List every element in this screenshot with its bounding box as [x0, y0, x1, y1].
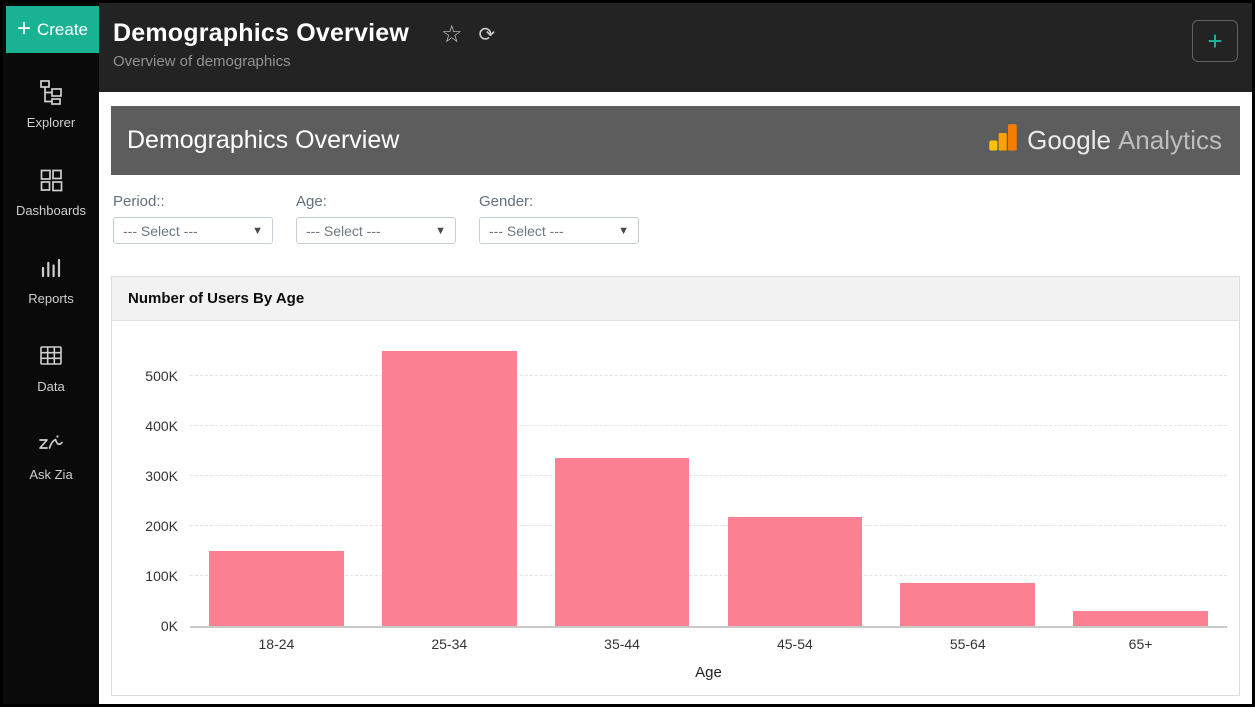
google-analytics-icon	[988, 123, 1018, 158]
chevron-down-icon: ▼	[618, 224, 629, 237]
top-header: Demographics Overview ☆ ⟳ Overview of de…	[99, 3, 1252, 92]
sidebar-item-label: Dashboards	[15, 203, 87, 218]
filters-row: Period:: --- Select --- ▼ Age: --- Selec…	[113, 193, 1240, 244]
reports-icon	[38, 255, 64, 284]
gridline	[190, 425, 1227, 426]
bar-slot	[708, 347, 881, 626]
page-title: Demographics Overview	[113, 19, 409, 47]
x-tick-label: 25-34	[431, 636, 468, 652]
y-tick-label: 200K	[145, 518, 178, 534]
chevron-down-icon: ▼	[435, 224, 446, 237]
plus-icon: +	[16, 14, 31, 42]
dashboard-banner: Demographics Overview Google Analytics	[111, 106, 1240, 175]
sidebar-item-label: Explorer	[26, 115, 76, 130]
create-button[interactable]: + Create	[6, 6, 99, 53]
filter-label: Age:	[296, 193, 327, 210]
filter-age: Age: --- Select --- ▼	[296, 193, 456, 244]
sidebar-item-data[interactable]: Data	[3, 343, 99, 394]
x-tick-label: 65+	[1128, 636, 1153, 652]
refresh-icon[interactable]: ⟳	[478, 21, 496, 46]
x-tick-label: 35-44	[604, 636, 640, 652]
gridline	[190, 525, 1227, 526]
sidebar-items: Explorer Dashboards	[3, 79, 99, 482]
sidebar: + Create Explorer	[3, 3, 99, 704]
gender-select[interactable]: --- Select --- ▼	[479, 217, 639, 244]
data-icon	[38, 343, 64, 372]
main-area: Demographics Overview ☆ ⟳ Overview of de…	[99, 3, 1252, 704]
x-tick-label: 55-64	[949, 636, 986, 652]
select-value: --- Select ---	[306, 222, 381, 239]
period-select[interactable]: --- Select --- ▼	[113, 217, 273, 244]
bar-35-44[interactable]	[554, 458, 690, 626]
chart-title: Number of Users By Age	[112, 277, 1239, 321]
filter-gender: Gender: --- Select --- ▼	[479, 193, 639, 244]
x-tick-label: 18-24	[258, 636, 295, 652]
dashboards-icon	[38, 167, 64, 196]
chart-plot: 0K 100K 200K 300K 400K 500K	[145, 347, 1227, 634]
bar-45-54[interactable]	[727, 517, 863, 626]
gridline	[190, 375, 1227, 376]
plus-icon: +	[1207, 26, 1223, 56]
sidebar-item-reports[interactable]: Reports	[3, 255, 99, 306]
ga-brand-google: Google	[1027, 125, 1111, 155]
x-axis-labels: 18-24 25-34 35-44 45-54 55-64 65+	[190, 636, 1227, 652]
bars-container	[190, 347, 1227, 626]
title-block: Demographics Overview ☆ ⟳ Overview of de…	[99, 3, 495, 70]
filter-label: Period::	[113, 193, 165, 210]
dashboard-content: Demographics Overview Google Analytics	[99, 92, 1252, 704]
bar-slot	[881, 347, 1054, 626]
explorer-icon	[38, 79, 64, 108]
bar-65+[interactable]	[1073, 611, 1208, 626]
sidebar-item-label: Ask Zia	[29, 467, 73, 482]
select-value: --- Select ---	[123, 222, 198, 239]
y-tick-label: 500K	[145, 368, 178, 384]
sidebar-item-dashboards[interactable]: Dashboards	[3, 167, 99, 218]
sidebar-item-explorer[interactable]: Explorer	[3, 79, 99, 130]
filter-label: Gender:	[479, 193, 534, 210]
bar-55-64[interactable]	[900, 583, 1036, 626]
bar-slot	[363, 347, 536, 626]
gridline	[190, 575, 1227, 576]
chart-body: 0K 100K 200K 300K 400K 500K 18-24 25-34 35-44 45…	[112, 321, 1239, 695]
y-tick-label: 400K	[145, 418, 178, 434]
sidebar-item-label: Reports	[28, 291, 74, 306]
page-subtitle: Overview of demographics	[113, 53, 291, 70]
age-select[interactable]: --- Select --- ▼	[296, 217, 456, 244]
y-tick-label: 0K	[160, 618, 178, 634]
chevron-down-icon: ▼	[252, 224, 263, 237]
bar-25-34[interactable]	[381, 351, 517, 626]
favorite-star-icon[interactable]: ☆	[441, 19, 463, 48]
chart-panel: Number of Users By Age 0K 100K 200K 300K 400…	[111, 276, 1240, 696]
gridline	[190, 475, 1227, 476]
bar-slot	[190, 347, 363, 626]
bar-slot	[1054, 347, 1227, 626]
y-tick-label: 300K	[145, 468, 178, 484]
ga-brand-analytics: Analytics	[1117, 125, 1222, 155]
google-analytics-logo: Google Analytics	[988, 123, 1222, 158]
sidebar-item-label: Data	[37, 379, 65, 394]
bar-18-24[interactable]	[209, 551, 344, 626]
sidebar-item-ask-zia[interactable]: Ask Zia	[3, 431, 99, 482]
create-button-label: Create	[36, 19, 89, 39]
banner-title: Demographics Overview	[127, 126, 400, 154]
y-tick-label: 100K	[145, 568, 178, 584]
add-button[interactable]: +	[1192, 20, 1238, 62]
filter-period: Period:: --- Select --- ▼	[113, 193, 273, 244]
x-tick-label: 45-54	[776, 636, 813, 652]
ask-zia-icon	[37, 431, 65, 460]
x-axis-title: Age	[695, 664, 722, 681]
select-value: --- Select ---	[489, 222, 564, 239]
bar-slot	[536, 347, 709, 626]
